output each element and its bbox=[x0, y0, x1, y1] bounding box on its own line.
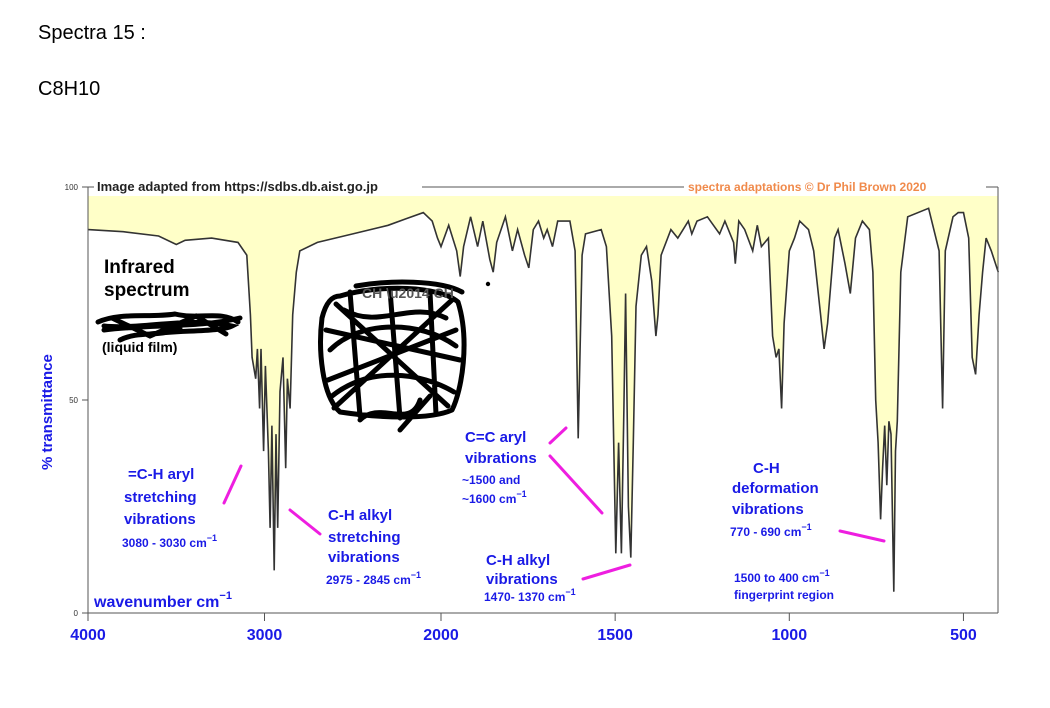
pointer-ch-alkyl-stretch bbox=[288, 508, 322, 536]
pointer-ch-deform bbox=[838, 529, 886, 543]
annotation-cc-aryl-line-2: vibrations bbox=[465, 450, 537, 467]
annotation-pointers bbox=[222, 426, 886, 581]
molecular-formula: C8H10 bbox=[38, 78, 101, 100]
annotation-ch-deform-range: 770 - 690 cm−1 bbox=[730, 522, 812, 539]
y-tick-label: 100 bbox=[65, 183, 79, 192]
pointer-cc-aryl-1600 bbox=[548, 426, 568, 445]
annotation-fingerprint-extra: fingerprint region bbox=[734, 588, 834, 602]
annotation-fingerprint-range: 1500 to 400 cm−1 bbox=[734, 568, 830, 585]
document-heading: Spectra 15 : bbox=[38, 22, 146, 44]
annotation-ch-deform: C-H deformation vibrations 770 - 690 cm−… bbox=[730, 460, 819, 539]
annotation-cc-aryl-range-1: ~1500 and bbox=[462, 473, 520, 487]
x-tick-label: 500 bbox=[950, 627, 977, 644]
spectrum-series-line bbox=[87, 207, 1000, 592]
annotation-ch-deform-line-3: vibrations bbox=[732, 501, 804, 518]
x-axis-ticks: 4000 3000 2000 1500 1000 500 bbox=[70, 613, 977, 644]
annotation-ch-aryl-line-3: vibrations bbox=[124, 511, 196, 528]
x-axis-label-text: wavenumber cm bbox=[93, 594, 219, 611]
annotation-ch-alkyl-stretch-line-1: C-H alkyl bbox=[328, 507, 392, 524]
y-tick-label: 50 bbox=[69, 396, 78, 405]
x-axis-label-unit-sup: −1 bbox=[219, 590, 232, 602]
redaction-ch-fragment: CH \u2014 CH bbox=[362, 285, 454, 301]
x-axis-label: wavenumber cm−1 bbox=[93, 590, 232, 611]
chart-subtitle: (liquid film) bbox=[102, 339, 177, 355]
annotation-ch-alkyl-stretch-line-3: vibrations bbox=[328, 549, 400, 566]
annotation-ch-deform-line-2: deformation bbox=[732, 480, 819, 497]
x-tick-label: 2000 bbox=[423, 627, 459, 644]
annotation-ch-deform-line-1: C-H bbox=[753, 460, 780, 477]
annotation-ch-aryl: =C-H aryl stretching vibrations 3080 - 3… bbox=[122, 466, 217, 550]
source-right-backing bbox=[684, 178, 986, 194]
redaction-scribble-structure bbox=[318, 279, 467, 433]
annotation-ch-aryl-range: 3080 - 3030 cm−1 bbox=[122, 533, 217, 550]
chart-title-line-2: spectrum bbox=[104, 280, 190, 301]
annotation-ch-alkyl-stretch-range: 2975 - 2845 cm−1 bbox=[326, 570, 421, 587]
chart-title-line-1: Infrared bbox=[104, 257, 175, 278]
redaction-scribble-name bbox=[95, 311, 243, 343]
x-tick-label: 4000 bbox=[70, 627, 106, 644]
annotation-ch-alkyl-vib-line-1: C-H alkyl bbox=[486, 552, 550, 569]
annotation-cc-aryl: C=C aryl vibrations ~1500 and ~1600 cm−1 bbox=[462, 429, 537, 506]
annotation-ch-alkyl-vib-range: 1470- 1370 cm−1 bbox=[484, 587, 576, 604]
annotation-ch-alkyl-stretch-line-2: stretching bbox=[328, 529, 401, 546]
pointer-ch-alkyl-vib bbox=[581, 563, 632, 581]
y-axis-ticks: 100 50 0 bbox=[65, 183, 88, 618]
annotation-ch-aryl-line-2: stretching bbox=[124, 489, 197, 506]
spectrum-absorbance-fill bbox=[88, 196, 999, 592]
annotation-cc-aryl-range-2: ~1600 cm−1 bbox=[462, 489, 527, 506]
annotation-cc-aryl-line-1: C=C aryl bbox=[465, 429, 526, 446]
pointer-ch-aryl bbox=[222, 464, 243, 505]
y-tick-label: 0 bbox=[74, 609, 79, 618]
redaction-dot bbox=[485, 281, 491, 287]
source-credit-right: spectra adaptations © Dr Phil Brown 2020 bbox=[688, 180, 927, 194]
source-left-backing bbox=[94, 178, 422, 194]
annotation-fingerprint: 1500 to 400 cm−1 fingerprint region bbox=[734, 568, 834, 602]
y-axis-label: % transmittance bbox=[39, 354, 56, 470]
annotation-ch-alkyl-vib: C-H alkyl vibrations 1470- 1370 cm−1 bbox=[484, 552, 576, 604]
x-tick-label: 1500 bbox=[597, 627, 633, 644]
x-tick-label: 1000 bbox=[772, 627, 808, 644]
x-tick-label: 3000 bbox=[247, 627, 283, 644]
annotation-ch-alkyl-vib-line-2: vibrations bbox=[486, 571, 558, 588]
pointer-cc-aryl-1500 bbox=[548, 454, 604, 515]
source-credit-left: Image adapted from https://sdbs.db.aist.… bbox=[97, 179, 378, 194]
annotation-ch-alkyl-stretch: C-H alkyl stretching vibrations 2975 - 2… bbox=[326, 507, 421, 587]
annotation-ch-aryl-line-1: =C-H aryl bbox=[128, 466, 194, 483]
